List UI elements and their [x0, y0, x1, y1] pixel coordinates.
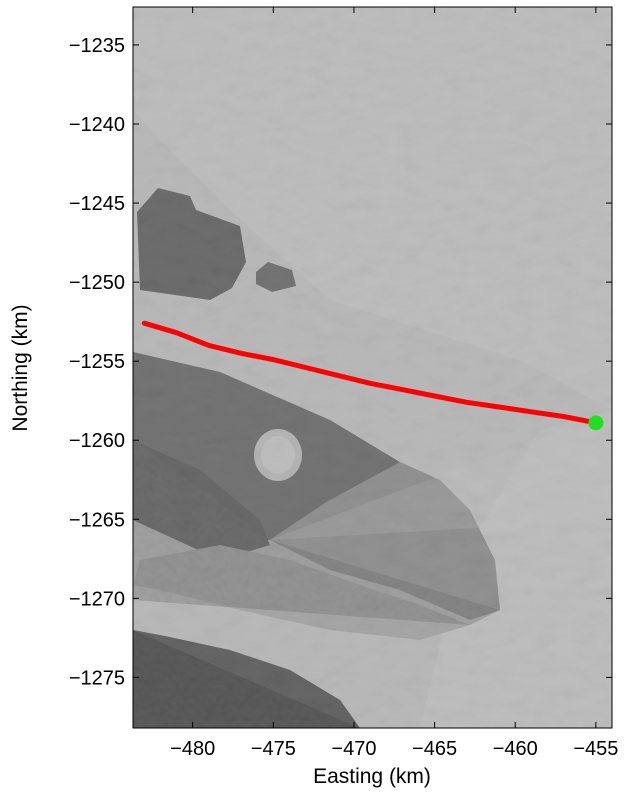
y-tick-label: −1265: [69, 509, 125, 531]
x-axis-label: Easting (km): [313, 765, 431, 788]
y-axis-ticks: −1235 −1240 −1245 −1250 −1255 −1260 −1265 −1270…: [69, 35, 612, 689]
data-markers: [588, 415, 604, 431]
x-tick-label: −465: [412, 738, 457, 760]
x-tick-label: −475: [251, 738, 296, 760]
plot-frame: [132, 6, 613, 729]
y-tick-label: −1270: [69, 588, 125, 610]
endpoint-marker: [588, 415, 604, 431]
y-tick-label: −1240: [69, 114, 125, 136]
y-tick-label: −1245: [69, 193, 125, 215]
x-tick-label: −480: [170, 738, 215, 760]
data-series: [141, 320, 599, 426]
y-axis-label: Northing (km): [9, 304, 32, 431]
y-tick-label: −1250: [69, 272, 125, 294]
y-tick-label: −1275: [69, 667, 125, 689]
x-tick-label: −470: [331, 738, 376, 760]
x-tick-label: −460: [493, 738, 538, 760]
y-tick-label: −1235: [69, 35, 125, 57]
y-tick-label: −1255: [69, 351, 125, 373]
y-tick-label: −1260: [69, 430, 125, 452]
x-tick-label: −455: [573, 738, 618, 760]
satellite-image: [133, 7, 612, 728]
flowline-series: [141, 320, 599, 426]
x-axis-ticks: −480 −475 −470 −465 −460 −455: [170, 7, 618, 760]
